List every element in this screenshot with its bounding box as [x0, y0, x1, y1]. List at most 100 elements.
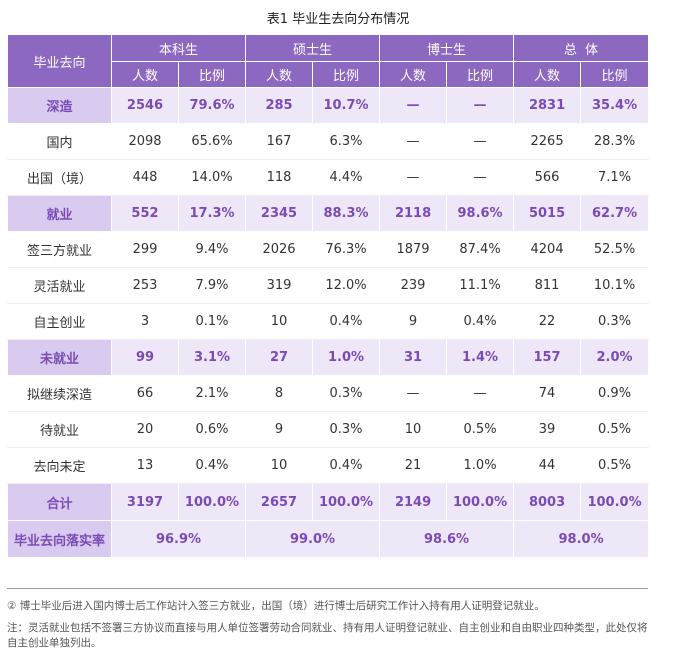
ratio-cell: 76.3% — [312, 231, 381, 268]
category-row: 就业 552 17.3% 2345 88.3% 2118 98.6% 5015 62.7% — [7, 195, 650, 232]
count-cell: — — [379, 375, 448, 412]
count-cell: 299 — [111, 231, 179, 268]
count-cell: — — [379, 123, 448, 160]
count-cell: — — [379, 87, 448, 124]
count-cell: 2831 — [513, 87, 582, 124]
header-group-undergrad: 本科生 — [110, 34, 247, 62]
ratio-cell: 6.3% — [312, 123, 381, 160]
ratio-cell: 12.0% — [312, 267, 381, 304]
count-cell: 9 — [245, 411, 314, 448]
count-cell: 10 — [245, 447, 314, 484]
total-row: 合计 3197 100.0% 2657 100.0% 2149 100.0% 8003 100.… — [7, 483, 650, 521]
count-cell: 118 — [245, 159, 314, 196]
count-cell: 319 — [245, 267, 314, 304]
table-row: 去向未定 13 0.4% 10 0.4% 21 1.0% 44 0.5% — [7, 447, 650, 484]
count-cell: 44 — [513, 447, 582, 484]
ratio-cell: 2.1% — [177, 375, 247, 412]
footnote-note: 注：灵活就业包括不签署三方协议而直接与用人单位签署劳动合同就业、持有用人证明登记… — [7, 622, 648, 649]
header-count: 人数 — [111, 61, 179, 88]
count-cell: 3 — [111, 303, 179, 340]
footnote-2: ② 博士毕业后进入国内博士后工作站计入签三方就业，出国（境）进行博士后研究工作计… — [7, 600, 545, 612]
header-destination: 毕业去向 — [7, 34, 112, 88]
count-cell: 8003 — [513, 483, 582, 521]
row-label: 就业 — [7, 195, 112, 232]
row-label: 深造 — [7, 87, 112, 124]
ratio-cell: 100.0% — [446, 483, 515, 521]
ratio-cell: 0.9% — [580, 375, 650, 412]
count-cell: 20 — [111, 411, 179, 448]
table-row: 自主创业 3 0.1% 10 0.4% 9 0.4% 22 0.3% — [7, 303, 650, 340]
ratio-cell: 0.3% — [312, 411, 381, 448]
header-group-doctor: 博士生 — [379, 34, 515, 62]
header-ratio: 比例 — [580, 61, 650, 88]
footnote-divider — [7, 588, 648, 589]
ratio-cell: 65.6% — [177, 123, 247, 160]
ratio-cell: 100.0% — [312, 483, 381, 521]
count-cell: 8 — [245, 375, 314, 412]
count-cell: 27 — [245, 339, 314, 376]
header-group-total: 总 体 — [513, 34, 650, 62]
count-cell: 811 — [513, 267, 582, 304]
count-cell: 10 — [245, 303, 314, 340]
count-cell: 9 — [379, 303, 448, 340]
ratio-cell: 7.9% — [177, 267, 247, 304]
row-label: 灵活就业 — [7, 267, 112, 304]
count-cell: 285 — [245, 87, 314, 124]
header-ratio: 比例 — [446, 61, 515, 88]
count-cell: 157 — [513, 339, 582, 376]
ratio-cell: 0.5% — [580, 447, 650, 484]
count-cell: 3197 — [111, 483, 179, 521]
ratio-cell: 0.1% — [177, 303, 247, 340]
row-label: 未就业 — [7, 339, 112, 376]
ratio-cell: 10.7% — [312, 87, 381, 124]
ratio-cell: 0.5% — [580, 411, 650, 448]
ratio-cell: 52.5% — [580, 231, 650, 268]
table-row: 待就业 20 0.6% 9 0.3% 10 0.5% 39 0.5% — [7, 411, 650, 448]
table-caption: 表1 毕业生去向分布情况 — [266, 12, 410, 27]
ratio-cell: 0.3% — [312, 375, 381, 412]
count-cell: 2149 — [379, 483, 448, 521]
category-row: 未就业 99 3.1% 27 1.0% 31 1.4% 157 2.0% — [7, 339, 650, 376]
table-body: 深造 2546 79.6% 285 10.7% — —2831 35.4% 国内 2098 65.6… — [7, 87, 650, 558]
header-count: 人数 — [513, 61, 582, 88]
table-row: 拟继续深造 66 2.1% 8 0.3% — —74 0.9% — [7, 375, 650, 412]
ratio-cell: 11.1% — [446, 267, 515, 304]
ratio-cell: 28.3% — [580, 123, 650, 160]
ratio-cell: 98.6% — [446, 195, 515, 232]
ratio-cell: — — [446, 123, 515, 160]
graduate-destination-table: 毕业去向 本科生 硕士生 博士生 总 体 人数 比例 人数 比例 人数 比例 人… — [7, 34, 650, 558]
rate-cell: 98.0% — [513, 520, 650, 558]
count-cell: 552 — [111, 195, 179, 232]
ratio-cell: — — [446, 159, 515, 196]
count-cell: 4204 — [513, 231, 582, 268]
count-cell: 239 — [379, 267, 448, 304]
table-row: 签三方就业 299 9.4% 2026 76.3% 1879 87.4% 4204 52.5% — [7, 231, 650, 268]
row-label: 去向未定 — [7, 447, 112, 484]
rate-cell: 98.6% — [379, 520, 515, 558]
placement-rate-row: 毕业去向落实率 96.9% 99.0% 98.6% 98.0% — [7, 520, 650, 558]
ratio-cell: 88.3% — [312, 195, 381, 232]
ratio-cell: 14.0% — [177, 159, 247, 196]
count-cell: 566 — [513, 159, 582, 196]
count-cell: 448 — [111, 159, 179, 196]
ratio-cell: 0.3% — [580, 303, 650, 340]
count-cell: 21 — [379, 447, 448, 484]
row-label: 毕业去向落实率 — [7, 520, 112, 558]
row-label: 国内 — [7, 123, 112, 160]
table-row: 国内 2098 65.6% 167 6.3% — —2265 28.3% — [7, 123, 650, 160]
count-cell: 2098 — [111, 123, 179, 160]
count-cell: 31 — [379, 339, 448, 376]
ratio-cell: 9.4% — [177, 231, 247, 268]
ratio-cell: 100.0% — [580, 483, 650, 521]
ratio-cell: 1.0% — [446, 447, 515, 484]
rate-cell: 99.0% — [245, 520, 381, 558]
ratio-cell: — — [446, 87, 515, 124]
count-cell: 2265 — [513, 123, 582, 160]
ratio-cell: 35.4% — [580, 87, 650, 124]
ratio-cell: 2.0% — [580, 339, 650, 376]
count-cell: 253 — [111, 267, 179, 304]
count-cell: 10 — [379, 411, 448, 448]
count-cell: 13 — [111, 447, 179, 484]
count-cell: 2345 — [245, 195, 314, 232]
ratio-cell: 17.3% — [177, 195, 247, 232]
